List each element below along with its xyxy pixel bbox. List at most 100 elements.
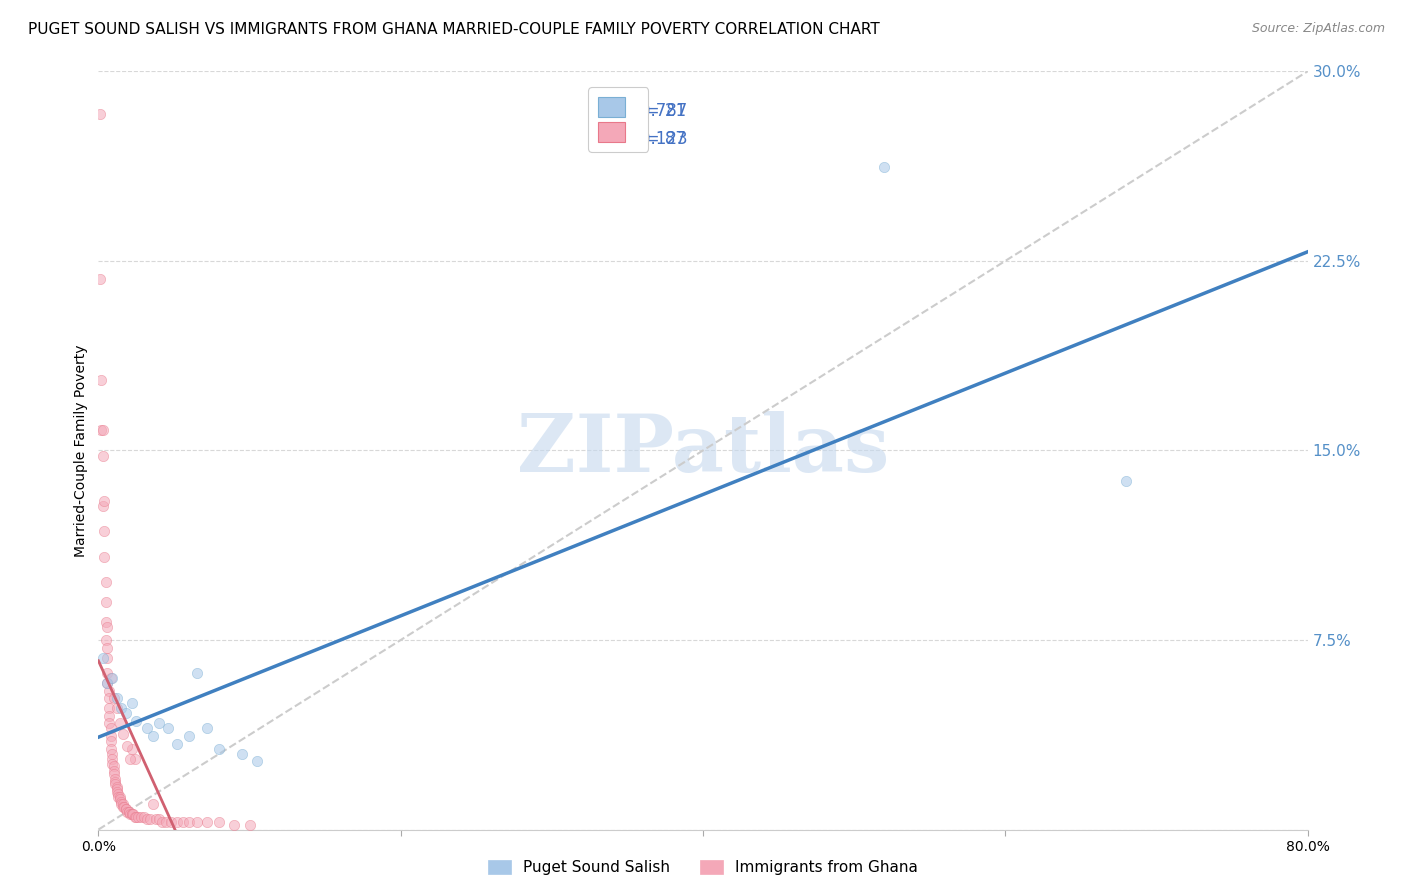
Text: R = 0.123: R = 0.123 — [603, 130, 688, 148]
Point — [195, 722, 218, 736]
Point — [91, 449, 114, 463]
Point — [156, 722, 179, 736]
Point — [103, 759, 125, 773]
Point — [96, 676, 118, 690]
Point — [89, 107, 111, 121]
Point — [103, 767, 125, 781]
Legend: Puget Sound Salish, Immigrants from Ghana: Puget Sound Salish, Immigrants from Ghan… — [484, 855, 922, 880]
Point — [90, 373, 112, 387]
Point — [118, 805, 141, 819]
Point — [96, 620, 118, 634]
Point — [105, 701, 128, 715]
Point — [142, 797, 165, 812]
Y-axis label: Married-Couple Family Poverty: Married-Couple Family Poverty — [75, 344, 89, 557]
Point — [150, 815, 173, 830]
Point — [115, 805, 138, 819]
Point — [166, 815, 188, 830]
Point — [121, 741, 143, 756]
Point — [101, 756, 124, 771]
Point — [139, 813, 162, 827]
Point — [104, 772, 127, 786]
Point — [101, 747, 124, 761]
Point — [246, 755, 269, 769]
Point — [108, 792, 131, 806]
Point — [1115, 474, 1137, 488]
Point — [873, 161, 896, 175]
Point — [110, 701, 132, 715]
Point — [148, 716, 170, 731]
Text: PUGET SOUND SALISH VS IMMIGRANTS FROM GHANA MARRIED-COUPLE FAMILY POVERTY CORREL: PUGET SOUND SALISH VS IMMIGRANTS FROM GH… — [28, 22, 880, 37]
Point — [107, 789, 129, 804]
Point — [96, 665, 118, 680]
Point — [90, 423, 112, 437]
Point — [195, 815, 218, 830]
Text: R = 0.787: R = 0.787 — [603, 102, 688, 120]
Point — [118, 805, 141, 819]
Point — [98, 691, 121, 706]
Point — [208, 741, 231, 756]
Point — [96, 650, 118, 665]
Point — [108, 789, 131, 804]
Point — [93, 524, 115, 539]
Point — [100, 671, 122, 685]
Point — [91, 650, 114, 665]
Point — [122, 807, 145, 822]
Point — [231, 747, 253, 761]
Point — [94, 595, 117, 609]
Point — [111, 800, 134, 814]
Point — [114, 802, 136, 816]
Point — [91, 499, 114, 513]
Point — [120, 752, 142, 766]
Point — [108, 716, 131, 731]
Point — [100, 734, 122, 748]
Point — [120, 807, 142, 822]
Point — [96, 640, 118, 655]
Point — [179, 729, 201, 743]
Point — [127, 810, 149, 824]
Point — [132, 810, 155, 824]
Point — [98, 683, 121, 698]
Point — [179, 815, 201, 830]
Point — [105, 785, 128, 799]
Text: N = 87: N = 87 — [628, 130, 686, 148]
Point — [91, 423, 114, 437]
Point — [125, 810, 148, 824]
Point — [121, 807, 143, 822]
Point — [93, 494, 115, 508]
Point — [114, 706, 136, 721]
Point — [148, 813, 170, 827]
Point — [115, 739, 138, 753]
Point — [125, 714, 148, 728]
Point — [186, 815, 208, 830]
Point — [105, 691, 128, 706]
Point — [124, 752, 146, 766]
Point — [94, 615, 117, 630]
Point — [135, 722, 157, 736]
Text: Source: ZipAtlas.com: Source: ZipAtlas.com — [1251, 22, 1385, 36]
Point — [121, 807, 143, 822]
Point — [96, 676, 118, 690]
Point — [186, 665, 208, 680]
Point — [172, 815, 194, 830]
Point — [98, 701, 121, 715]
Point — [89, 271, 111, 285]
Point — [100, 741, 122, 756]
Point — [93, 549, 115, 564]
Point — [129, 810, 152, 824]
Point — [101, 752, 124, 766]
Point — [142, 729, 165, 743]
Text: N = 21: N = 21 — [628, 102, 686, 120]
Point — [121, 696, 143, 710]
Point — [112, 800, 135, 814]
Point — [104, 777, 127, 791]
Point — [155, 815, 177, 830]
Point — [160, 815, 183, 830]
Point — [103, 764, 125, 779]
Point — [94, 574, 117, 589]
Point — [224, 817, 246, 831]
Text: ZIPatlas: ZIPatlas — [517, 411, 889, 490]
Point — [111, 797, 134, 812]
Point — [110, 797, 132, 812]
Point — [124, 810, 146, 824]
Point — [111, 726, 134, 740]
